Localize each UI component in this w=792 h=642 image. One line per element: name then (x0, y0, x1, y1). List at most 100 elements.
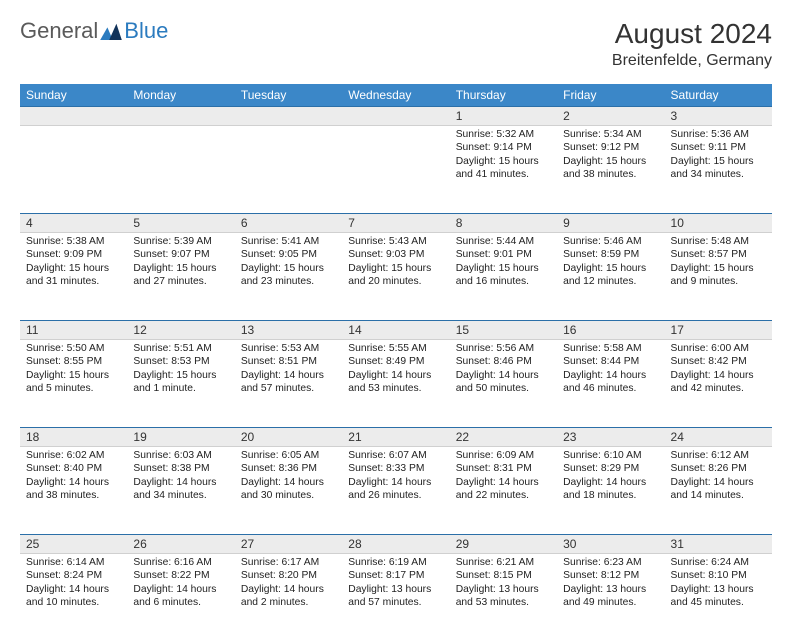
day-number: 8 (450, 214, 557, 232)
daylight-text: and 10 minutes. (26, 596, 121, 609)
day-number: 19 (127, 428, 234, 446)
day-number-cell: 25 (20, 535, 127, 554)
sunrise-text: Sunrise: 6:16 AM (133, 556, 228, 569)
day-body-cell: Sunrise: 6:14 AMSunset: 8:24 PMDaylight:… (20, 554, 127, 642)
day-body-cell: Sunrise: 6:19 AMSunset: 8:17 PMDaylight:… (342, 554, 449, 642)
day-body-cell: Sunrise: 6:16 AMSunset: 8:22 PMDaylight:… (127, 554, 234, 642)
day-number: 22 (450, 428, 557, 446)
day-number: 2 (557, 107, 664, 125)
sunrise-text: Sunrise: 5:53 AM (241, 342, 336, 355)
daylight-text: Daylight: 14 hours (26, 476, 121, 489)
sunrise-text: Sunrise: 6:03 AM (133, 449, 228, 462)
day-number: 31 (665, 535, 772, 553)
day-body (342, 126, 449, 196)
daynum-row: 11121314151617 (20, 321, 772, 340)
sunrise-text: Sunrise: 5:50 AM (26, 342, 121, 355)
sunset-text: Sunset: 8:10 PM (671, 569, 766, 582)
sunset-text: Sunset: 8:24 PM (26, 569, 121, 582)
day-body-cell: Sunrise: 6:21 AMSunset: 8:15 PMDaylight:… (450, 554, 557, 642)
day-body-cell: Sunrise: 6:17 AMSunset: 8:20 PMDaylight:… (235, 554, 342, 642)
day-number: 12 (127, 321, 234, 339)
sunrise-text: Sunrise: 5:46 AM (563, 235, 658, 248)
day-body-cell (127, 126, 234, 214)
day-number-cell: 11 (20, 321, 127, 340)
sunrise-text: Sunrise: 5:55 AM (348, 342, 443, 355)
daynum-row: 45678910 (20, 214, 772, 233)
day-number: 16 (557, 321, 664, 339)
daynum-row: 18192021222324 (20, 428, 772, 447)
day-body: Sunrise: 5:48 AMSunset: 8:57 PMDaylight:… (665, 233, 772, 303)
daylight-text: and 26 minutes. (348, 489, 443, 502)
sunset-text: Sunset: 8:51 PM (241, 355, 336, 368)
daylight-text: and 16 minutes. (456, 275, 551, 288)
sunrise-text: Sunrise: 5:58 AM (563, 342, 658, 355)
daylight-text: Daylight: 15 hours (563, 155, 658, 168)
day-body-cell: Sunrise: 6:12 AMSunset: 8:26 PMDaylight:… (665, 447, 772, 535)
day-body: Sunrise: 6:03 AMSunset: 8:38 PMDaylight:… (127, 447, 234, 517)
col-tuesday: Tuesday (235, 84, 342, 107)
col-wednesday: Wednesday (342, 84, 449, 107)
sunrise-text: Sunrise: 5:48 AM (671, 235, 766, 248)
day-number: 25 (20, 535, 127, 553)
day-number: 4 (20, 214, 127, 232)
day-body: Sunrise: 6:19 AMSunset: 8:17 PMDaylight:… (342, 554, 449, 624)
daylight-text: and 9 minutes. (671, 275, 766, 288)
day-number: 27 (235, 535, 342, 553)
sunset-text: Sunset: 8:15 PM (456, 569, 551, 582)
col-thursday: Thursday (450, 84, 557, 107)
col-sunday: Sunday (20, 84, 127, 107)
day-body-cell: Sunrise: 5:32 AMSunset: 9:14 PMDaylight:… (450, 126, 557, 214)
daylight-text: Daylight: 14 hours (671, 476, 766, 489)
sunrise-text: Sunrise: 6:12 AM (671, 449, 766, 462)
day-body: Sunrise: 5:44 AMSunset: 9:01 PMDaylight:… (450, 233, 557, 303)
day-body-cell: Sunrise: 6:24 AMSunset: 8:10 PMDaylight:… (665, 554, 772, 642)
day-number-cell: 17 (665, 321, 772, 340)
day-body-cell: Sunrise: 5:41 AMSunset: 9:05 PMDaylight:… (235, 233, 342, 321)
daylight-text: and 27 minutes. (133, 275, 228, 288)
daylight-text: and 6 minutes. (133, 596, 228, 609)
day-body: Sunrise: 6:24 AMSunset: 8:10 PMDaylight:… (665, 554, 772, 624)
daylight-text: and 38 minutes. (26, 489, 121, 502)
sunset-text: Sunset: 8:49 PM (348, 355, 443, 368)
sunset-text: Sunset: 8:40 PM (26, 462, 121, 475)
day-number-cell: 28 (342, 535, 449, 554)
day-body-row: Sunrise: 5:50 AMSunset: 8:55 PMDaylight:… (20, 340, 772, 428)
daylight-text: Daylight: 14 hours (456, 476, 551, 489)
day-body-cell: Sunrise: 5:56 AMSunset: 8:46 PMDaylight:… (450, 340, 557, 428)
day-body-cell: Sunrise: 6:23 AMSunset: 8:12 PMDaylight:… (557, 554, 664, 642)
sunrise-text: Sunrise: 5:36 AM (671, 128, 766, 141)
day-number-cell: 20 (235, 428, 342, 447)
daylight-text: Daylight: 15 hours (26, 262, 121, 275)
day-number-cell: 13 (235, 321, 342, 340)
sunset-text: Sunset: 8:17 PM (348, 569, 443, 582)
sunset-text: Sunset: 8:42 PM (671, 355, 766, 368)
daylight-text: and 57 minutes. (241, 382, 336, 395)
day-body-cell: Sunrise: 5:43 AMSunset: 9:03 PMDaylight:… (342, 233, 449, 321)
day-number-cell: 15 (450, 321, 557, 340)
day-number-cell (127, 107, 234, 126)
day-number-cell: 31 (665, 535, 772, 554)
daylight-text: Daylight: 15 hours (241, 262, 336, 275)
daylight-text: Daylight: 14 hours (348, 476, 443, 489)
day-body-cell: Sunrise: 5:34 AMSunset: 9:12 PMDaylight:… (557, 126, 664, 214)
daylight-text: and 53 minutes. (456, 596, 551, 609)
sunset-text: Sunset: 9:05 PM (241, 248, 336, 261)
day-number-cell: 2 (557, 107, 664, 126)
sunrise-text: Sunrise: 6:21 AM (456, 556, 551, 569)
daylight-text: Daylight: 15 hours (456, 155, 551, 168)
day-body: Sunrise: 6:12 AMSunset: 8:26 PMDaylight:… (665, 447, 772, 517)
day-number-cell: 10 (665, 214, 772, 233)
day-number: 6 (235, 214, 342, 232)
sunrise-text: Sunrise: 5:41 AM (241, 235, 336, 248)
sunset-text: Sunset: 8:59 PM (563, 248, 658, 261)
logo-text-blue: Blue (124, 18, 168, 44)
daylight-text: Daylight: 14 hours (563, 369, 658, 382)
day-number-cell: 21 (342, 428, 449, 447)
day-body: Sunrise: 6:02 AMSunset: 8:40 PMDaylight:… (20, 447, 127, 517)
sunrise-text: Sunrise: 6:05 AM (241, 449, 336, 462)
day-body: Sunrise: 6:21 AMSunset: 8:15 PMDaylight:… (450, 554, 557, 624)
day-body: Sunrise: 5:46 AMSunset: 8:59 PMDaylight:… (557, 233, 664, 303)
day-number: 29 (450, 535, 557, 553)
day-body: Sunrise: 6:17 AMSunset: 8:20 PMDaylight:… (235, 554, 342, 624)
daynum-row: 123 (20, 107, 772, 126)
